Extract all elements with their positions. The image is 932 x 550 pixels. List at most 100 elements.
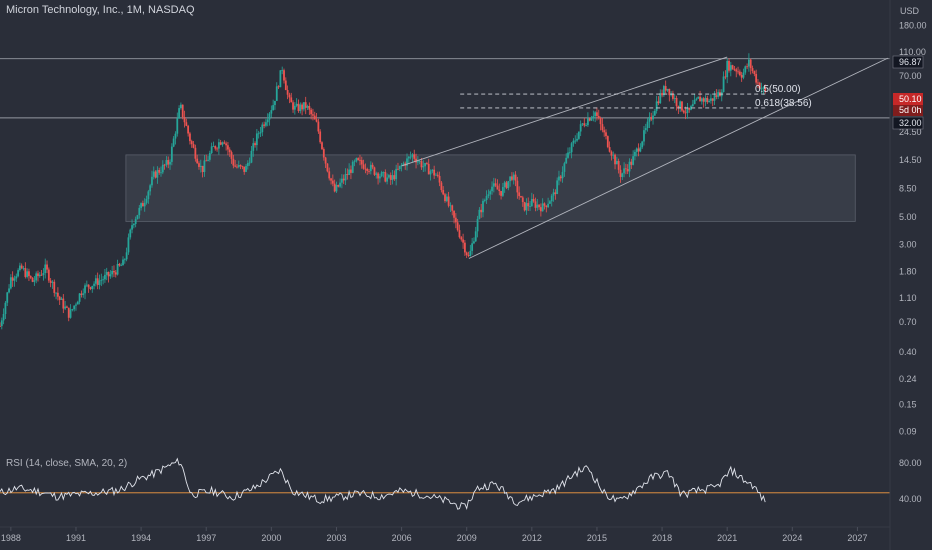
candle-body-138	[248, 162, 251, 164]
price-tick-0: 180.00	[899, 21, 927, 31]
candle-body-289	[521, 197, 524, 203]
candle-body-296	[534, 201, 537, 208]
candle-body-218	[393, 175, 396, 180]
candle-body-98	[176, 118, 179, 134]
candle-body-282	[509, 176, 512, 182]
candle-body-242	[436, 174, 439, 176]
candle-body-402	[726, 60, 729, 78]
last-price-badge	[893, 93, 923, 105]
candle-body-133	[239, 165, 242, 167]
candle-body-152	[274, 100, 276, 106]
candle-body-170	[306, 105, 309, 108]
price-tick-14: 0.15	[899, 399, 917, 409]
price-tick-1: 110.00	[899, 47, 926, 57]
time-axis[interactable]: 1988 1991 1994 1997 2000 2003 2006 2009 2012 2015…	[0, 526, 890, 543]
candle-body-219	[395, 168, 398, 180]
candle-body-195	[351, 161, 354, 173]
candle-body-355	[641, 141, 644, 148]
candle-body-43	[76, 301, 79, 305]
candle-body-1	[0, 320, 3, 327]
candle-body-53	[94, 278, 97, 284]
candle-body-378	[682, 110, 685, 113]
rsi-indicator-label: RSI (14, close, SMA, 20, 2)	[6, 458, 128, 469]
time-tick-13: 2027	[847, 533, 867, 543]
price-tick-4: 24.50	[899, 127, 922, 137]
candle-body-324	[585, 125, 587, 126]
candle-body-97	[174, 133, 177, 139]
candle-body-51	[91, 285, 94, 289]
candle-body-284	[512, 174, 515, 180]
candle-body-60	[107, 271, 110, 277]
candle-body-38	[67, 307, 70, 318]
candle-body-172	[310, 109, 313, 115]
candle-body-382	[690, 106, 692, 110]
candle-body-419	[757, 82, 759, 84]
candle-body-44	[78, 293, 81, 302]
candle-body-90	[161, 164, 164, 173]
candlestick-series[interactable]	[0, 53, 767, 330]
candle-body-207	[373, 167, 376, 175]
candle-body-107	[192, 144, 195, 148]
candle-body-108	[194, 147, 197, 159]
candle-body-266	[480, 209, 483, 213]
candle-body-336	[606, 136, 609, 148]
candle-body-19	[33, 280, 36, 282]
candle-body-10	[17, 270, 19, 277]
candle-body-145	[261, 124, 264, 133]
price-axis[interactable]: USD 180.00 110.00 70.00 40.00 24.50 14.50 8.50…	[889, 0, 927, 550]
candle-body-109	[196, 158, 199, 164]
candle-body-256	[462, 239, 464, 243]
candle-body-366	[661, 93, 663, 96]
candle-body-174	[313, 115, 316, 120]
candle-body-175	[315, 119, 318, 122]
candle-body-287	[518, 192, 521, 197]
trendline-0	[468, 57, 889, 259]
trendline-1	[401, 56, 728, 167]
candle-body-204	[368, 171, 370, 172]
candle-body-21	[37, 273, 39, 277]
candle-body-136	[245, 166, 247, 172]
candle-body-333	[601, 124, 604, 131]
price-tick-9: 1.80	[899, 267, 917, 277]
candle-body-183	[330, 178, 332, 181]
candle-body-239	[431, 169, 434, 172]
candle-body-62	[111, 270, 114, 275]
candle-body-46	[82, 293, 85, 295]
candle-body-57	[102, 279, 105, 281]
candle-body-286	[516, 180, 519, 193]
candle-body-191	[344, 174, 347, 181]
candle-body-120	[216, 148, 218, 150]
candle-body-396	[715, 95, 718, 97]
candle-body-375	[677, 105, 680, 109]
candle-body-84	[151, 176, 153, 186]
time-tick-1: 1991	[66, 533, 86, 543]
candle-body-341	[615, 160, 618, 165]
candle-body-121	[217, 142, 220, 149]
candle-body-59	[105, 271, 108, 275]
candle-body-6	[9, 277, 12, 289]
candle-body-75	[134, 219, 137, 225]
time-tick-0: 1988	[1, 533, 21, 543]
candle-body-49	[87, 284, 90, 288]
candle-body-407	[735, 69, 738, 72]
candle-body-270	[487, 194, 490, 196]
candle-body-332	[599, 118, 602, 125]
candle-body-140	[252, 143, 255, 151]
candle-body-151	[272, 105, 275, 111]
candle-body-330	[596, 112, 598, 116]
candle-body-288	[520, 196, 522, 198]
candle-body-105	[189, 133, 191, 142]
candle-body-67	[120, 265, 123, 267]
rsi-pane[interactable]	[0, 457, 890, 511]
candle-body-199	[359, 159, 361, 161]
candle-body-417	[753, 71, 756, 74]
candle-body-58	[104, 274, 106, 280]
candle-body-9	[15, 276, 18, 279]
candle-body-169	[304, 102, 307, 108]
candle-body-303	[547, 203, 550, 208]
candle-body-263	[474, 231, 477, 242]
candle-body-418	[755, 73, 758, 83]
candle-body-221	[398, 165, 401, 169]
candle-body-115	[207, 159, 209, 161]
